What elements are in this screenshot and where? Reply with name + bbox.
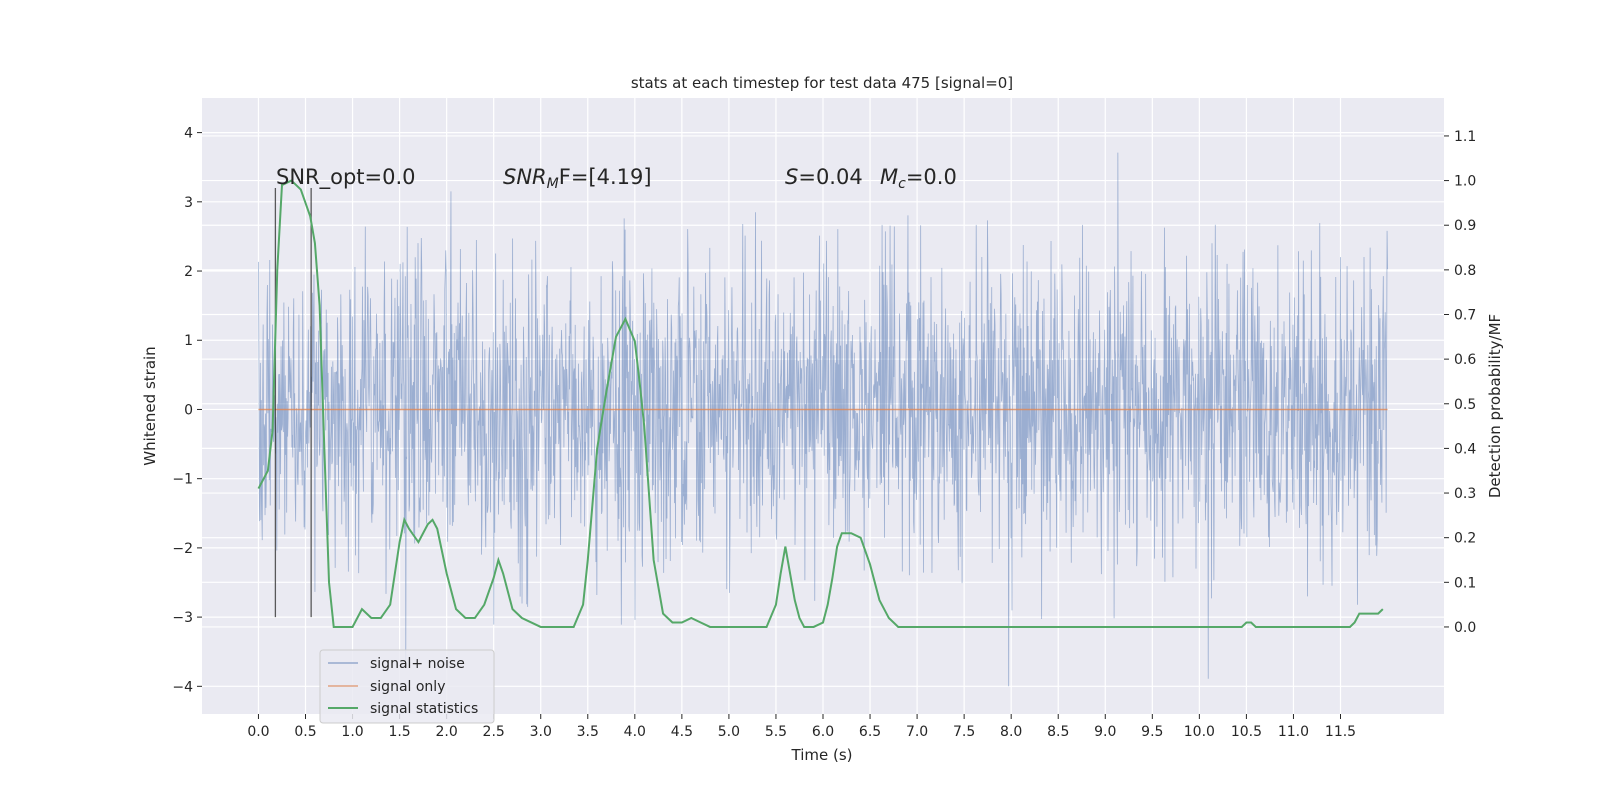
y2-tick-label: 0.3 <box>1454 486 1476 502</box>
legend-box <box>319 649 495 724</box>
mc-symbol: M <box>880 165 898 189</box>
x-tick-label: 4.5 <box>671 724 693 740</box>
x-tick-label: 11.0 <box>1278 724 1309 740</box>
y-tick-label: −3 <box>172 610 193 626</box>
legend-label-stats: signal statistics <box>370 701 478 717</box>
y-ticks: −4 −3 −2 −1 0 1 2 3 4 <box>172 126 202 695</box>
y-tick-label: 1 <box>184 333 193 349</box>
chart-title: stats at each timestep for test data 475… <box>631 74 1013 92</box>
x-tick-label: 0.0 <box>247 724 269 740</box>
y2-tick-label: 0.7 <box>1454 307 1476 323</box>
x-tick-label: 8.0 <box>1000 724 1022 740</box>
snr-mf-value: F=[4.19] <box>559 165 652 189</box>
y-tick-label: −2 <box>172 541 193 557</box>
y2-tick-label: 0.0 <box>1454 620 1476 636</box>
x-tick-label: 5.5 <box>765 724 787 740</box>
y2-axis-label: Detection probability/MF <box>1486 314 1504 498</box>
vertical-markers <box>274 187 312 618</box>
s-value: =0.04 <box>798 165 862 189</box>
x-tick-label: 5.0 <box>718 724 740 740</box>
x-tick-label: 8.5 <box>1047 724 1069 740</box>
y2-tick-label: 1.0 <box>1454 174 1476 190</box>
y2-tick-label: 0.6 <box>1454 352 1476 368</box>
mc-subscript: c <box>898 176 906 192</box>
x-tick-label: 2.5 <box>483 724 505 740</box>
x-tick-label: 11.5 <box>1325 724 1356 740</box>
signal-statistics-line <box>257 179 1384 628</box>
legend: signal+ noise signal only signal statist… <box>319 649 495 724</box>
x-tick-label: 0.5 <box>294 724 316 740</box>
y2-ticks: 0.0 0.1 0.2 0.3 0.4 0.5 0.6 0.7 0.8 0.9 1.0 1.1 <box>1444 129 1476 636</box>
snr-opt-annotation: SNR_opt=0.0 <box>276 165 416 190</box>
y2-tick-label: 0.2 <box>1454 531 1476 547</box>
x-tick-label: 2.0 <box>436 724 458 740</box>
snr-mf-symbol: SNR <box>503 165 547 189</box>
y-tick-label: 4 <box>184 126 193 142</box>
x-tick-label: 3.0 <box>530 724 552 740</box>
y-tick-label: 3 <box>184 195 193 211</box>
x-tick-label: 1.0 <box>341 724 363 740</box>
mc-annotation: Mc=0.0 <box>880 165 957 192</box>
y2-tick-label: 0.9 <box>1454 218 1476 234</box>
x-tick-label: 7.0 <box>906 724 928 740</box>
x-tick-label: 9.0 <box>1094 724 1116 740</box>
x-tick-label: 9.5 <box>1141 724 1163 740</box>
x-axis-label: Time (s) <box>791 746 853 764</box>
x-tick-label: 6.0 <box>812 724 834 740</box>
s-annotation: S=0.04 <box>785 165 863 189</box>
y2-tick-label: 0.1 <box>1454 575 1476 591</box>
legend-label-signal: signal only <box>370 679 445 695</box>
x-tick-label: 7.5 <box>953 724 975 740</box>
y2-tick-label: 0.4 <box>1454 441 1476 457</box>
x-tick-label: 3.5 <box>577 724 599 740</box>
y2-tick-label: 0.5 <box>1454 397 1476 413</box>
y-axis-label: Whitened strain <box>141 346 159 465</box>
y2-tick-label: 1.1 <box>1454 129 1476 145</box>
s-symbol: S <box>785 165 798 189</box>
y-tick-label: 2 <box>184 264 193 280</box>
x-tick-label: 4.0 <box>624 724 646 740</box>
y-tick-label: 0 <box>184 402 193 418</box>
snr-mf-annotation: SNRMF=[4.19] <box>503 165 652 192</box>
signal-noise-series <box>258 152 1388 687</box>
legend-label-noise: signal+ noise <box>370 656 465 672</box>
x-tick-label: 10.5 <box>1231 724 1262 740</box>
x-ticks: 0.0 0.5 1.0 1.5 2.0 2.5 3.0 3.5 4.0 4.5 5.0 5.5 6.0 6… <box>247 714 1356 740</box>
y2-tick-label: 0.8 <box>1454 263 1476 279</box>
x-tick-label: 1.5 <box>388 724 410 740</box>
y-tick-label: −1 <box>172 472 193 488</box>
x-tick-label: 10.0 <box>1184 724 1215 740</box>
snr-mf-subscript: M <box>547 176 559 192</box>
x-tick-label: 6.5 <box>859 724 881 740</box>
noise-trace <box>258 152 1388 687</box>
y-tick-label: −4 <box>172 679 193 695</box>
mc-value: =0.0 <box>906 165 957 189</box>
